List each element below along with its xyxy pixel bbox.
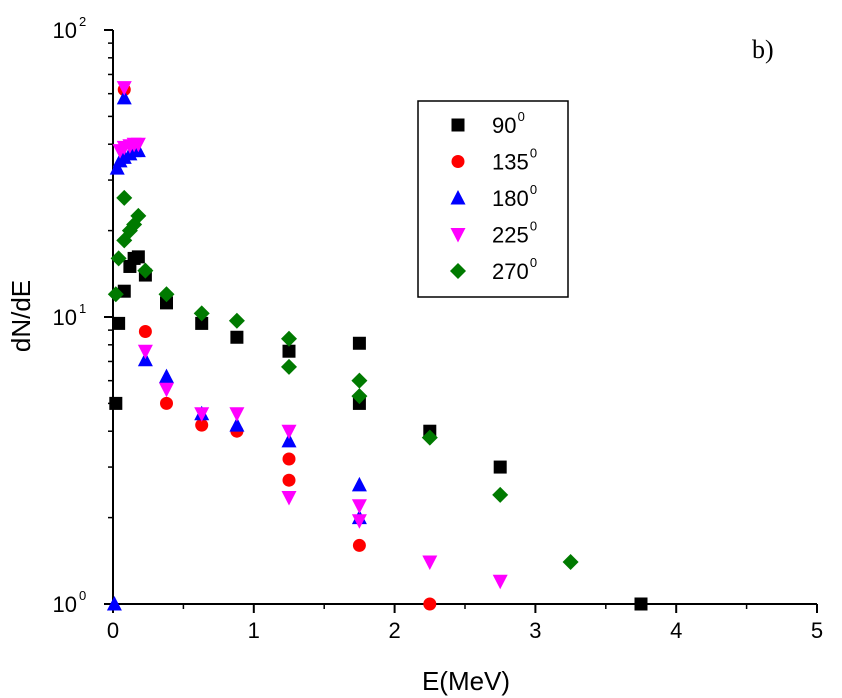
x-tick-label: 0: [107, 618, 119, 643]
data-point: [137, 344, 153, 360]
legend-box: [417, 100, 569, 298]
data-point: [351, 388, 368, 405]
legend-entry: 135: [492, 150, 529, 175]
legend-entry-superscript: 0: [530, 146, 537, 161]
legend-entry: 270: [492, 259, 529, 284]
y-tick-label: 10: [53, 592, 77, 617]
data-point: [109, 396, 123, 410]
data-point: [282, 473, 296, 487]
data-point: [351, 499, 367, 514]
data-point: [493, 460, 507, 474]
data-point: [423, 597, 437, 611]
legend-entry-superscript: 0: [518, 109, 525, 124]
legend-entry-superscript: 0: [530, 182, 537, 197]
data-points: [106, 81, 648, 611]
y-tick-label: 10: [53, 18, 77, 43]
y-tick-exponent: 0: [79, 588, 86, 603]
data-point: [351, 514, 367, 529]
data-point: [229, 417, 245, 432]
y-tick-exponent: 2: [79, 14, 86, 29]
data-point: [352, 336, 366, 350]
legend-marker: [450, 263, 466, 279]
series-225: [112, 81, 508, 590]
y-axis-label: dN/dE: [6, 280, 36, 352]
data-point: [281, 330, 297, 347]
data-point: [281, 491, 297, 506]
data-point: [230, 330, 244, 344]
y-tick-exponent: 1: [79, 301, 86, 316]
data-point: [282, 344, 296, 358]
data-point: [116, 81, 132, 96]
data-point: [195, 418, 209, 432]
series-270: [107, 189, 579, 571]
data-point: [634, 597, 648, 611]
data-point: [159, 368, 175, 384]
data-point: [159, 382, 175, 398]
legend-entry: 90: [492, 113, 516, 138]
data-point: [137, 262, 154, 279]
data-point: [351, 476, 367, 492]
data-point: [194, 407, 210, 422]
panel-label: b): [752, 35, 774, 64]
data-point: [352, 538, 366, 552]
legend-entry: 225: [492, 223, 529, 248]
data-point: [492, 574, 508, 590]
data-point: [422, 555, 438, 571]
legend-entry-superscript: 0: [530, 255, 537, 270]
x-tick-label: 1: [248, 618, 260, 643]
legend-entry-superscript: 0: [530, 219, 537, 234]
data-point: [228, 312, 245, 329]
x-tick-label: 4: [670, 618, 682, 643]
data-point: [131, 250, 145, 264]
data-point: [130, 207, 147, 224]
data-point: [229, 407, 245, 422]
data-point: [112, 316, 126, 330]
legend-marker: [450, 228, 466, 243]
legend-marker: [451, 118, 465, 132]
data-point: [158, 286, 175, 303]
x-tick-label: 3: [529, 618, 541, 643]
data-point: [193, 305, 210, 322]
data-point: [281, 424, 297, 440]
x-axis-label: E(MeV): [422, 666, 510, 696]
data-point: [562, 554, 579, 571]
data-point: [281, 432, 297, 448]
data-point: [160, 296, 174, 310]
data-point: [160, 396, 174, 410]
data-point: [492, 486, 509, 503]
data-point: [138, 325, 152, 339]
legend-marker: [450, 190, 466, 205]
data-point: [109, 160, 125, 175]
x-tick-label: 2: [388, 618, 400, 643]
data-point: [421, 429, 438, 446]
data-point: [116, 232, 133, 249]
data-point: [106, 596, 122, 611]
x-tick-label: 5: [811, 618, 823, 643]
legend-marker: [451, 155, 465, 168]
data-point: [116, 189, 133, 206]
data-point: [110, 250, 127, 267]
y-tick-label: 10: [53, 305, 77, 330]
data-point: [130, 137, 146, 153]
data-point: [107, 286, 124, 303]
data-point: [116, 89, 132, 105]
data-point: [351, 372, 368, 389]
data-point: [195, 316, 209, 330]
data-point: [282, 452, 296, 466]
data-point: [281, 358, 297, 375]
legend-entry: 180: [492, 186, 529, 211]
